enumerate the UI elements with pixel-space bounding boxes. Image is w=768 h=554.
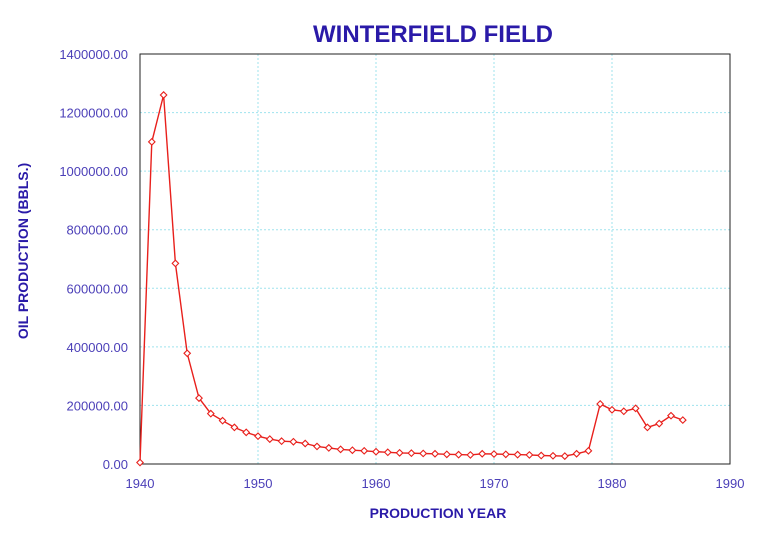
data-point-marker — [254, 432, 262, 441]
data-point-marker — [608, 405, 616, 414]
data-point-marker — [136, 458, 144, 467]
data-point-marker — [596, 399, 605, 408]
data-point-marker — [407, 449, 416, 458]
axis-labels: 1940 1950 1960 1970 1980 1990 0.00 200000.00 400… — [59, 47, 744, 491]
series-line — [139, 94, 684, 463]
x-axis-title: PRODUCTION YEAR — [370, 505, 507, 521]
data-point-marker — [490, 450, 498, 459]
data-point-marker — [360, 446, 369, 455]
data-point-marker — [667, 411, 675, 420]
data-point-marker — [147, 137, 156, 146]
y-tick-label: 400000.00 — [67, 340, 128, 355]
data-point-marker — [183, 349, 192, 358]
y-tick-label: 1000000.00 — [59, 164, 128, 179]
data-point-marker — [478, 449, 487, 458]
data-point-marker — [206, 409, 215, 418]
data-point-marker — [218, 416, 227, 425]
data-point-marker — [395, 448, 404, 457]
gridlines — [140, 54, 730, 464]
y-tick-label: 1200000.00 — [59, 106, 128, 121]
chart-title: WINTERFIELD FIELD — [313, 21, 553, 48]
x-tick-label: 1950 — [244, 476, 273, 491]
data-point-marker — [631, 404, 640, 413]
y-tick-label: 200000.00 — [67, 398, 128, 413]
data-point-marker — [265, 435, 274, 444]
x-tick-label: 1990 — [716, 476, 745, 491]
data-point-marker — [572, 449, 581, 458]
data-point-marker — [454, 450, 463, 459]
data-point-marker — [643, 423, 652, 432]
data-point-marker — [419, 449, 428, 458]
data-point-marker — [537, 451, 546, 460]
data-point-marker — [501, 450, 510, 459]
data-point-marker — [336, 445, 345, 454]
data-point-marker — [549, 451, 557, 460]
data-point-marker — [171, 259, 180, 268]
data-point-marker — [289, 437, 298, 446]
x-tick-label: 1980 — [598, 476, 627, 491]
data-point-marker — [348, 446, 357, 455]
data-point-marker — [313, 442, 321, 451]
data-point-marker — [431, 449, 439, 458]
y-tick-label: 0.00 — [103, 457, 128, 472]
data-point-marker — [242, 428, 251, 437]
data-point-marker — [442, 450, 451, 459]
y-tick-label: 600000.00 — [67, 281, 128, 296]
data-point-marker — [655, 419, 664, 428]
data-point-marker — [560, 452, 569, 461]
data-point-marker — [525, 450, 534, 459]
data-point-marker — [230, 423, 239, 432]
data-point-marker — [513, 450, 522, 459]
plot-frame — [139, 53, 731, 465]
y-axis-title: OIL PRODUCTION (BBLS.) — [15, 163, 31, 339]
series-layer — [136, 91, 687, 467]
data-point-marker — [619, 407, 628, 416]
data-point-marker — [678, 416, 687, 425]
data-point-marker — [195, 394, 203, 403]
x-tick-label: 1970 — [480, 476, 509, 491]
x-tick-label: 1960 — [362, 476, 391, 491]
data-point-marker — [466, 450, 475, 459]
data-point-marker — [372, 447, 380, 456]
x-tick-label: 1940 — [126, 476, 155, 491]
y-tick-label: 1400000.00 — [59, 47, 128, 62]
data-point-marker — [324, 443, 333, 452]
data-point-marker — [159, 91, 168, 99]
data-point-marker — [584, 446, 593, 455]
data-point-marker — [277, 437, 286, 446]
data-point-marker — [301, 439, 310, 448]
y-tick-label: 800000.00 — [67, 223, 128, 238]
data-point-marker — [383, 448, 392, 457]
